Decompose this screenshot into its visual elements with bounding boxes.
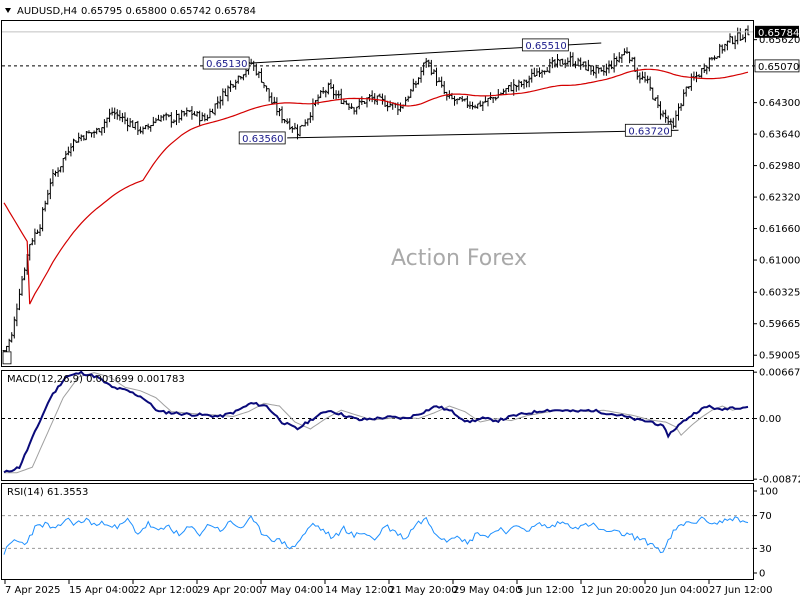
rsi-tick-label: 100 bbox=[759, 487, 778, 498]
rsi-pane-frame bbox=[1, 483, 754, 580]
time-tick-label: 12 Jun 20:00 bbox=[581, 585, 645, 596]
rsi-title: RSI(14) 61.3553 bbox=[7, 487, 88, 498]
macd-tick-label: -0.008724 bbox=[759, 475, 800, 486]
moving-average bbox=[3, 68, 749, 305]
price-annotation-box bbox=[624, 123, 672, 137]
price-annotation-box bbox=[238, 131, 286, 145]
ma-line bbox=[3, 68, 749, 305]
last-price-label: 0.65784 bbox=[758, 28, 799, 39]
watermark: Action Forex bbox=[391, 246, 527, 271]
collapse-triangle-icon[interactable] bbox=[5, 8, 11, 13]
macd-tick-label: 0.00 bbox=[759, 414, 781, 425]
time-tick-label: 7 May 04:00 bbox=[261, 585, 323, 596]
price-tick-label: 0.60325 bbox=[759, 288, 800, 299]
price-annotation-label: 0.63560 bbox=[242, 134, 283, 145]
price-axis: 0.65620 0.65070 0.64300 0.63640 0.62980 0.623… bbox=[2, 25, 800, 362]
main-pane-frame bbox=[1, 20, 754, 367]
macd-title: MACD(12,26,9) 0.001699 0.001783 bbox=[7, 374, 185, 385]
channel-lower-line bbox=[287, 129, 679, 139]
ohlc-header: 0.65795 0.65800 0.65742 0.65784 bbox=[81, 6, 256, 17]
rsi-tick-label: 70 bbox=[759, 511, 772, 522]
price-annotation-label: 0.65510 bbox=[525, 41, 566, 52]
trend-lines bbox=[2, 42, 753, 139]
macd-pane-frame bbox=[1, 370, 754, 481]
time-tick-label: 29 May 04:00 bbox=[453, 585, 522, 596]
level-label-box bbox=[754, 59, 800, 73]
macd-tick-label: 0.006675 bbox=[759, 368, 800, 379]
price-tick-label: 0.63640 bbox=[759, 130, 800, 141]
rsi-tick-label: 0 bbox=[759, 569, 765, 580]
time-tick-label: 27 Jun 12:00 bbox=[709, 585, 773, 596]
macd-plot: 0.006675 0.00 -0.008724 bbox=[2, 368, 800, 486]
rsi-tick-label: 30 bbox=[759, 544, 772, 555]
time-tick-label: 21 May 20:00 bbox=[389, 585, 458, 596]
price-tick-label: 0.62980 bbox=[759, 161, 800, 172]
price-tick-label: 0.62320 bbox=[759, 193, 800, 204]
candles bbox=[2, 25, 750, 356]
price-annotation-box bbox=[202, 56, 250, 70]
price-tick-label: 0.61660 bbox=[759, 224, 800, 235]
rsi-plot: 100 70 30 0 bbox=[2, 487, 778, 580]
price-annotations: 0.65130 0.63560 0.65510 0.63720 bbox=[2, 38, 672, 365]
time-tick-label: 5 Jun 12:00 bbox=[517, 585, 574, 596]
price-tick-label: 0.59005 bbox=[759, 351, 800, 362]
time-tick-label: 29 Apr 20:00 bbox=[197, 585, 262, 596]
time-tick-label: 7 Apr 2025 bbox=[5, 585, 60, 596]
time-tick-label: 20 Jun 04:00 bbox=[645, 585, 709, 596]
time-tick-label: 15 Apr 04:00 bbox=[69, 585, 134, 596]
price-annotation-box bbox=[521, 38, 569, 52]
price-tick-label: 0.61000 bbox=[759, 256, 800, 267]
price-annotation-label: 0.63720 bbox=[628, 126, 669, 137]
time-tick-label: 22 Apr 12:00 bbox=[133, 585, 198, 596]
level-label: 0.65070 bbox=[758, 62, 799, 73]
rsi-line bbox=[3, 515, 749, 555]
symbol-header: AUDUSD,H4 bbox=[17, 6, 77, 17]
last-price-box bbox=[755, 25, 799, 38]
price-tick-label: 0.64300 bbox=[759, 98, 800, 109]
time-tick-label: 14 May 12:00 bbox=[325, 585, 394, 596]
price-tick-label: 0.59665 bbox=[759, 319, 800, 330]
price-annotation-label: 0.65130 bbox=[206, 59, 247, 70]
price-annotation-box bbox=[2, 351, 12, 365]
price-tick-label: 0.65620 bbox=[759, 35, 800, 46]
macd-line bbox=[3, 370, 749, 474]
